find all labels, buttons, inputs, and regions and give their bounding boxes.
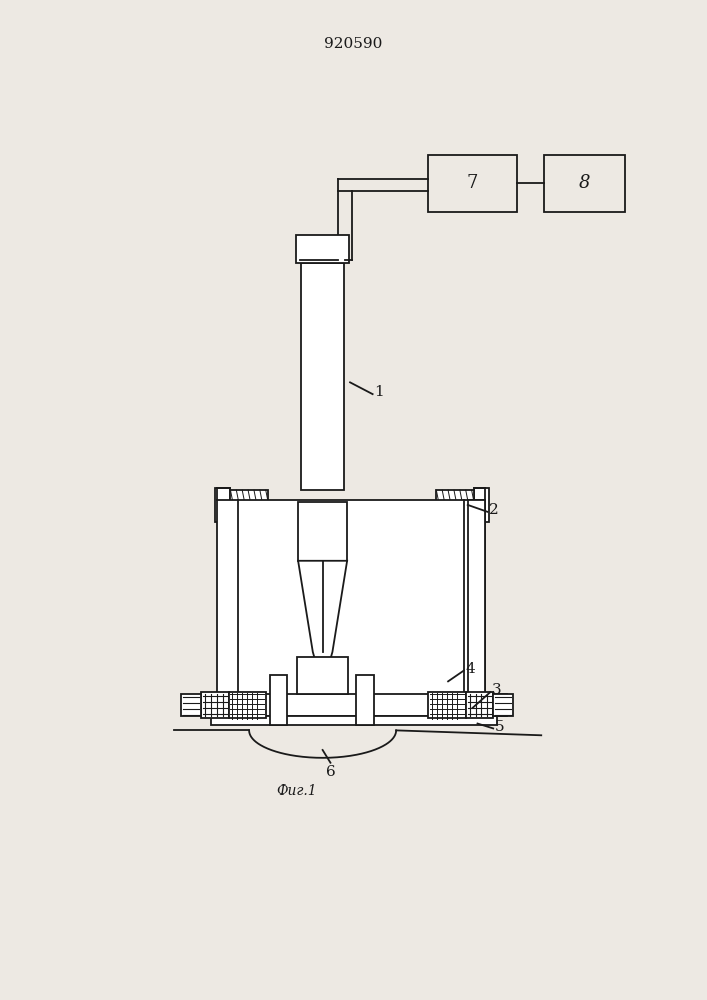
Text: Фиг.1: Фиг.1	[276, 784, 317, 798]
Text: 6: 6	[326, 765, 335, 779]
Text: 5: 5	[495, 720, 505, 734]
Bar	[201, 692, 228, 718]
Bar	[215, 488, 230, 522]
Bar	[474, 488, 489, 522]
Bar	[230, 490, 268, 520]
Bar	[493, 694, 513, 716]
Text: 4: 4	[466, 662, 476, 676]
Bar	[298, 502, 347, 561]
Bar	[436, 490, 474, 520]
Text: 920590: 920590	[324, 37, 382, 51]
Bar	[296, 235, 349, 263]
Text: 1: 1	[375, 385, 385, 399]
Bar	[182, 694, 201, 716]
Bar	[201, 694, 507, 716]
Text: 2: 2	[489, 503, 499, 517]
Bar	[301, 263, 344, 490]
Text: 8: 8	[578, 174, 590, 192]
Bar	[269, 675, 287, 725]
Bar	[466, 692, 493, 718]
Polygon shape	[298, 561, 347, 686]
Text: 3: 3	[492, 683, 502, 697]
Bar	[428, 155, 517, 212]
Bar	[217, 500, 486, 696]
Bar	[211, 716, 497, 725]
Bar	[297, 657, 348, 694]
Bar	[228, 692, 266, 718]
Bar	[356, 675, 373, 725]
Text: 7: 7	[467, 174, 479, 192]
Bar	[468, 500, 486, 696]
Bar	[544, 155, 624, 212]
Bar	[428, 692, 466, 718]
